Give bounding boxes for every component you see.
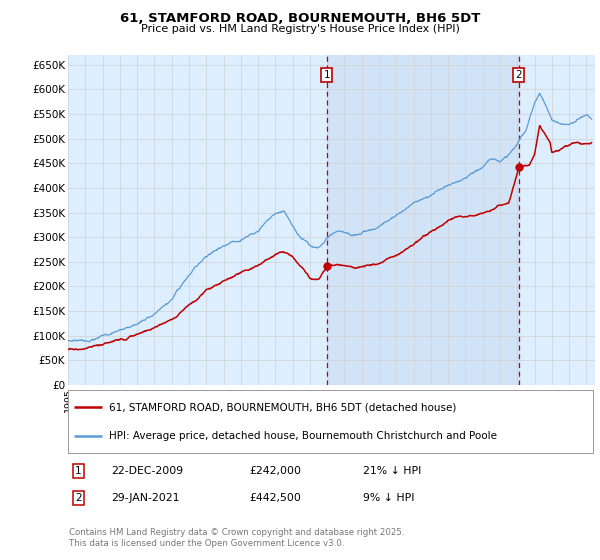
- Text: £442,500: £442,500: [249, 493, 301, 503]
- Text: 2: 2: [75, 493, 82, 503]
- Text: Price paid vs. HM Land Registry's House Price Index (HPI): Price paid vs. HM Land Registry's House …: [140, 24, 460, 34]
- Text: 29-JAN-2021: 29-JAN-2021: [111, 493, 179, 503]
- Text: 1: 1: [323, 69, 330, 80]
- Text: £242,000: £242,000: [249, 466, 301, 476]
- Text: 1: 1: [75, 466, 82, 476]
- Text: Contains HM Land Registry data © Crown copyright and database right 2025.
This d: Contains HM Land Registry data © Crown c…: [69, 528, 404, 548]
- Text: 21% ↓ HPI: 21% ↓ HPI: [363, 466, 421, 476]
- Bar: [326, 55, 518, 385]
- Text: 2: 2: [515, 69, 522, 80]
- Text: 9% ↓ HPI: 9% ↓ HPI: [363, 493, 415, 503]
- Text: HPI: Average price, detached house, Bournemouth Christchurch and Poole: HPI: Average price, detached house, Bour…: [109, 431, 497, 441]
- Text: 22-DEC-2009: 22-DEC-2009: [111, 466, 183, 476]
- Text: 61, STAMFORD ROAD, BOURNEMOUTH, BH6 5DT (detached house): 61, STAMFORD ROAD, BOURNEMOUTH, BH6 5DT …: [109, 402, 457, 412]
- Text: 61, STAMFORD ROAD, BOURNEMOUTH, BH6 5DT: 61, STAMFORD ROAD, BOURNEMOUTH, BH6 5DT: [120, 12, 480, 25]
